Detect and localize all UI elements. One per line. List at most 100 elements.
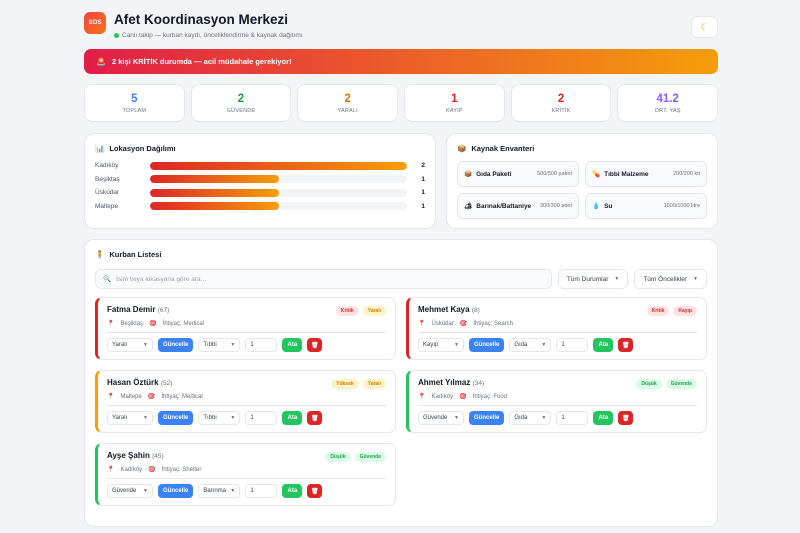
victim-card: Mehmet Kaya (8) Kritik Kayıp 📍 Üsküdar 🎯 İht…: [406, 297, 707, 360]
search-icon: 🔍: [103, 276, 112, 283]
resource-select[interactable]: Gıda ▼: [509, 338, 552, 352]
assign-button[interactable]: Ata: [593, 411, 614, 425]
status-select[interactable]: Güvende ▼: [418, 411, 464, 425]
victim-name: Hasan Öztürk: [107, 378, 159, 387]
divider: [418, 405, 697, 406]
quantity-input[interactable]: 1: [556, 411, 589, 425]
victim-card: Ayşe Şahin (45) Düşük Güvende 📍 Kadıköy 🎯 İh…: [95, 443, 396, 506]
location-distribution-card: 📊 Lokasyon Dağılımı Kadıköy 2 Beşiktaş 1 Üs…: [84, 133, 436, 229]
victim-actions: Kayıp ▼ Güncelle Gıda ▼ 1 Ata 🗑: [418, 338, 697, 352]
search-placeholder: İsim veya lokasyona göre ara...: [116, 275, 207, 283]
priority-filter-select[interactable]: Tüm Öncelikler ▼: [634, 269, 707, 289]
box-icon: 📦: [464, 171, 473, 178]
search-input[interactable]: 🔍 İsim veya lokasyona göre ara...: [95, 269, 552, 289]
status-select[interactable]: Güvende ▼: [107, 484, 153, 498]
target-icon: 🎯: [459, 321, 468, 327]
delete-button[interactable]: 🗑: [307, 338, 323, 352]
medical-icon: 💊: [592, 171, 601, 178]
update-button[interactable]: Güncelle: [158, 484, 194, 498]
chevron-down-icon: ▼: [230, 488, 236, 494]
location-name: Maltepe: [95, 202, 119, 210]
alert-text: 2 kişi KRİTİK durumda — acil müdahale ge…: [111, 57, 292, 66]
victim-age: (34): [472, 380, 485, 387]
victim-location: Maltepe: [120, 393, 142, 400]
location-bar-track: [150, 202, 407, 211]
location-pin-icon: 📍: [418, 394, 426, 400]
status-select-value: Kayıp: [423, 342, 439, 348]
update-button[interactable]: Güncelle: [469, 411, 505, 425]
resource-select[interactable]: Barınma ▼: [198, 484, 241, 498]
delete-button[interactable]: 🗑: [307, 484, 323, 498]
priority-badge: Kritik: [335, 306, 359, 316]
location-pin-icon: 📍: [107, 467, 115, 473]
location-bar-fill: [150, 175, 279, 184]
status-badge: Yaralı: [362, 379, 386, 389]
live-dot-icon: [114, 33, 119, 38]
moon-icon: ☾: [700, 21, 709, 32]
location-pin-icon: 📍: [107, 394, 115, 400]
update-button[interactable]: Güncelle: [469, 338, 505, 352]
stat-label: GÜVENDE: [226, 108, 256, 114]
victim-age: (52): [160, 380, 173, 387]
chart-icon: 📊: [95, 144, 105, 153]
victim-tags: Yüksek Yaralı: [331, 379, 386, 389]
victim-meta: 📍 Kadıköy 🎯 İhtiyaç: Shelter: [107, 466, 386, 474]
quantity-input[interactable]: 1: [245, 411, 278, 425]
quantity-input[interactable]: 1: [245, 338, 278, 352]
resource-select-value: Tıbbi: [203, 342, 217, 348]
location-count: 1: [421, 175, 425, 183]
victim-need: İhtiyaç: Medical: [161, 393, 203, 400]
stat-label: ORT. YAŞ: [654, 108, 681, 114]
victim-tags: Kritik Kayıp: [646, 306, 697, 316]
target-icon: 🎯: [149, 321, 157, 327]
assign-button[interactable]: Ata: [593, 338, 614, 352]
location-count: 2: [421, 162, 425, 170]
chevron-down-icon: ▼: [541, 415, 547, 421]
victim-location: Beşiktaş: [120, 320, 144, 327]
chevron-down-icon: ▼: [143, 488, 148, 494]
inventory-card-title: Kaynak Envanteri: [471, 144, 535, 153]
resource-select[interactable]: Tıbbi ▼: [198, 411, 241, 425]
assign-button[interactable]: Ata: [282, 411, 303, 425]
status-filter-value: Tüm Durumlar: [566, 275, 609, 283]
status-select[interactable]: Yaralı ▼: [107, 411, 153, 425]
location-bar-fill: [150, 202, 279, 211]
page-title: Afet Koordinasyon Merkezi: [114, 12, 289, 27]
status-select[interactable]: Yaralı ▼: [107, 338, 153, 352]
update-button[interactable]: Güncelle: [158, 411, 194, 425]
inventory-name: Su: [604, 202, 613, 210]
sos-logo: SOS: [84, 12, 106, 34]
assign-button[interactable]: Ata: [282, 338, 303, 352]
theme-toggle-button[interactable]: ☾: [691, 16, 718, 38]
victim-name-line: Fatma Demir (67): [107, 305, 386, 314]
chevron-down-icon: ▼: [454, 342, 459, 348]
chevron-down-icon: ▼: [230, 415, 236, 421]
resource-select[interactable]: Tıbbi ▼: [198, 338, 241, 352]
victim-location: Kadıköy: [431, 393, 454, 400]
siren-icon: 🚨: [96, 57, 106, 66]
chevron-down-icon: ▼: [143, 415, 148, 421]
update-button[interactable]: Güncelle: [158, 338, 194, 352]
quantity-input[interactable]: 1: [245, 484, 278, 498]
delete-button[interactable]: 🗑: [618, 411, 634, 425]
priority-badge: Düşük: [325, 452, 351, 462]
divider: [418, 332, 697, 333]
delete-button[interactable]: 🗑: [618, 338, 634, 352]
victim-actions: Güvende ▼ Güncelle Barınma ▼ 1 Ata 🗑: [107, 484, 386, 498]
chevron-down-icon: ▼: [143, 342, 148, 348]
status-select[interactable]: Kayıp ▼: [418, 338, 464, 352]
divider: [107, 332, 386, 333]
delete-button[interactable]: 🗑: [307, 411, 323, 425]
victim-card: Ahmet Yılmaz (34) Düşük Güvende 📍 Kadıköy 🎯…: [406, 370, 707, 433]
resource-select-value: Barınma: [203, 488, 227, 494]
status-filter-select[interactable]: Tüm Durumlar ▼: [557, 269, 629, 289]
stat-value: 5: [131, 93, 138, 105]
assign-button[interactable]: Ata: [282, 484, 303, 498]
inventory-grid: 📦 Gıda Paketi 500/500 paket 💊 Tıbbi Malzeme…: [457, 161, 707, 219]
stat-critical: 2 KRİTİK: [510, 84, 612, 122]
resource-select[interactable]: Gıda ▼: [509, 411, 552, 425]
stat-value: 2: [344, 93, 351, 105]
quantity-input[interactable]: 1: [556, 338, 589, 352]
victim-name-line: Hasan Öztürk (52): [107, 378, 386, 387]
resource-select-value: Gıda: [514, 415, 528, 421]
